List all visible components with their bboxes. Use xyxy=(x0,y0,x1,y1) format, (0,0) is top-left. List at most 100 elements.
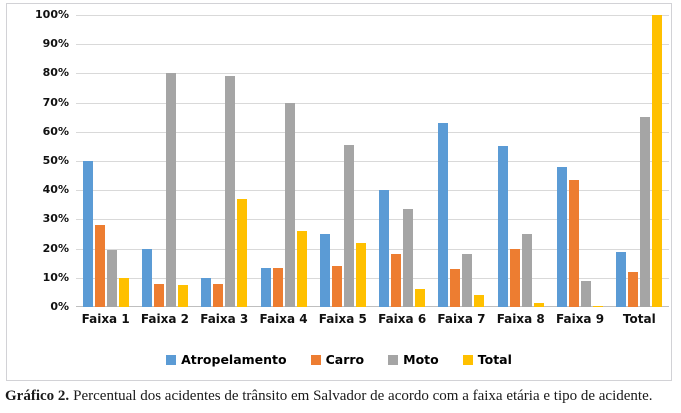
bar-moto-total xyxy=(640,117,651,307)
bar-carro-faixa-8 xyxy=(509,248,520,307)
gridline xyxy=(76,190,669,191)
bar-atropelamento-faixa-3 xyxy=(201,277,212,307)
bar-carro-total xyxy=(628,271,639,307)
chart-figure: 100% 90% 80% 70% 60% 50% 40% 30% 20% 10% 0% Faixa … xyxy=(6,3,672,381)
gridline xyxy=(76,249,669,250)
bar-total-faixa-5 xyxy=(355,242,366,307)
x-axis-category-label: Faixa 7 xyxy=(437,312,486,326)
legend-swatch-icon xyxy=(388,354,399,365)
bar-atropelamento-faixa-8 xyxy=(497,146,508,307)
legend-label: Total xyxy=(477,352,512,367)
y-axis-tick-label: 0% xyxy=(50,300,69,313)
gridline xyxy=(76,161,669,162)
bar-atropelamento-faixa-9 xyxy=(557,166,568,307)
bar-group-faixa-1 xyxy=(76,15,135,307)
y-axis-tick-label: 80% xyxy=(42,66,69,79)
legend-swatch-icon xyxy=(310,354,321,365)
plot-area: 100% 90% 80% 70% 60% 50% 40% 30% 20% 10% 0% xyxy=(35,8,669,313)
legend-label: Carro xyxy=(325,352,365,367)
bar-atropelamento-faixa-6 xyxy=(379,190,390,307)
y-axis-tick-label: 60% xyxy=(42,125,69,138)
bar-total-faixa-9 xyxy=(593,305,604,307)
y-axis-tick-label: 30% xyxy=(42,212,69,225)
y-axis-tick-label: 40% xyxy=(42,183,69,196)
bar-atropelamento-faixa-7 xyxy=(438,123,449,307)
bar-atropelamento-faixa-5 xyxy=(319,234,330,307)
y-axis-tick-label: 50% xyxy=(42,154,69,167)
bar-group-faixa-8 xyxy=(491,15,550,307)
bar-carro-faixa-6 xyxy=(391,254,402,307)
x-axis-line xyxy=(76,306,669,307)
legend-label: Moto xyxy=(403,352,439,367)
bar-total-faixa-2 xyxy=(177,285,188,307)
bar-total-total xyxy=(652,15,663,307)
bar-carro-faixa-4 xyxy=(272,267,283,307)
bar-moto-faixa-3 xyxy=(225,76,236,307)
bar-carro-faixa-9 xyxy=(569,179,580,307)
legend: Atropelamento Carro Moto Total xyxy=(7,352,671,367)
bar-atropelamento-faixa-1 xyxy=(82,161,93,307)
legend-item-carro: Carro xyxy=(310,352,365,367)
legend-swatch-icon xyxy=(462,354,473,365)
bar-group-total xyxy=(610,15,669,307)
x-axis-category-label: Faixa 5 xyxy=(318,312,367,326)
gridline xyxy=(76,44,669,45)
legend-item-atropelamento: Atropelamento xyxy=(166,352,287,367)
legend-item-total: Total xyxy=(462,352,512,367)
bar-group-faixa-2 xyxy=(135,15,194,307)
bar-total-faixa-4 xyxy=(296,231,307,307)
bar-total-faixa-7 xyxy=(474,295,485,307)
legend-label: Atropelamento xyxy=(181,352,287,367)
gridline xyxy=(76,219,669,220)
bar-moto-faixa-2 xyxy=(165,73,176,307)
gridline xyxy=(76,278,669,279)
legend-item-moto: Moto xyxy=(388,352,439,367)
bar-group-faixa-6 xyxy=(372,15,431,307)
x-axis-category-label: Faixa 1 xyxy=(81,312,130,326)
bar-atropelamento-faixa-4 xyxy=(260,267,271,307)
bar-carro-faixa-1 xyxy=(94,225,105,307)
x-axis-category-label: Faixa 2 xyxy=(140,312,189,326)
bar-moto-faixa-7 xyxy=(462,254,473,307)
gridline xyxy=(76,73,669,74)
bar-atropelamento-faixa-2 xyxy=(141,248,152,307)
bar-moto-faixa-5 xyxy=(343,144,354,307)
bar-moto-faixa-8 xyxy=(521,234,532,307)
bar-group-faixa-5 xyxy=(313,15,372,307)
bar-total-faixa-1 xyxy=(118,277,129,307)
bar-group-faixa-3 xyxy=(195,15,254,307)
y-axis-tick-label: 90% xyxy=(42,37,69,50)
x-axis-category-label: Faixa 4 xyxy=(259,312,308,326)
x-axis-category-label: Faixa 3 xyxy=(200,312,249,326)
bar-carro-faixa-5 xyxy=(331,266,342,307)
x-axis-category-label: Faixa 6 xyxy=(378,312,427,326)
bar-carro-faixa-7 xyxy=(450,269,461,307)
figure-caption: Gráfico 2. Percentual dos acidentes de tr… xyxy=(5,387,677,407)
y-axis-tick-label: 100% xyxy=(35,8,69,21)
caption-text: Percentual dos acidentes de trânsito em … xyxy=(73,388,653,404)
bar-total-faixa-6 xyxy=(415,289,426,307)
y-axis-tick-label: 70% xyxy=(42,96,69,109)
bar-moto-faixa-9 xyxy=(581,280,592,307)
bar-moto-faixa-1 xyxy=(106,250,117,307)
y-axis-tick-label: 10% xyxy=(42,271,69,284)
bar-total-faixa-3 xyxy=(237,198,248,307)
bar-group-faixa-7 xyxy=(432,15,491,307)
x-axis-category-label: Total xyxy=(622,312,656,326)
caption-label: Gráfico 2. xyxy=(5,388,70,404)
bar-moto-faixa-6 xyxy=(403,209,414,307)
bar-moto-faixa-4 xyxy=(284,102,295,307)
gridline xyxy=(76,15,669,16)
y-axis-tick-label: 20% xyxy=(42,242,69,255)
bar-group-faixa-4 xyxy=(254,15,313,307)
x-axis-category-label: Faixa 8 xyxy=(496,312,545,326)
x-axis: Faixa 1 Faixa 2 Faixa 3 Faixa 4 Faixa 5 Faixa… xyxy=(76,312,669,326)
x-axis-category-label: Faixa 9 xyxy=(555,312,605,326)
bar-atropelamento-total xyxy=(616,251,627,307)
bar-group-faixa-9 xyxy=(550,15,609,307)
gridline xyxy=(76,132,669,133)
gridline xyxy=(76,103,669,104)
bar-carro-faixa-2 xyxy=(153,283,164,307)
bar-carro-faixa-3 xyxy=(213,283,224,307)
bar-total-faixa-8 xyxy=(533,302,544,307)
